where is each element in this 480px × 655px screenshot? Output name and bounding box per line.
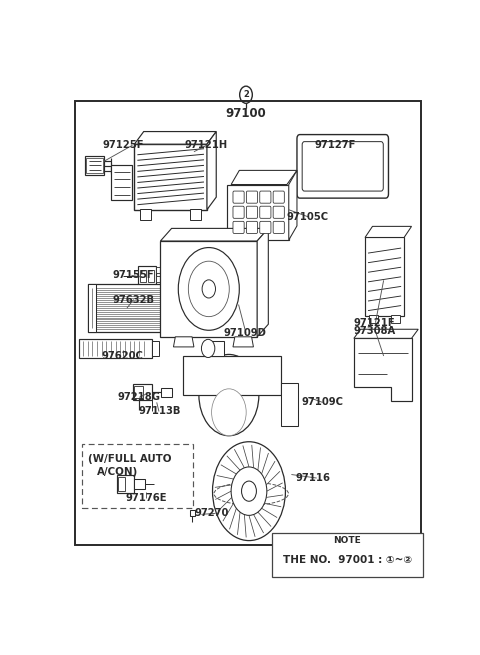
Polygon shape: [231, 170, 297, 185]
Bar: [88, 284, 164, 332]
Bar: [140, 209, 151, 220]
Text: 97308A: 97308A: [354, 326, 396, 336]
Polygon shape: [184, 265, 192, 310]
Bar: [117, 475, 134, 493]
FancyBboxPatch shape: [260, 221, 271, 233]
Polygon shape: [365, 227, 411, 238]
Bar: [160, 241, 257, 337]
Bar: [86, 159, 103, 174]
FancyBboxPatch shape: [246, 206, 258, 218]
Polygon shape: [186, 251, 218, 271]
Bar: [156, 267, 161, 273]
Text: 97620C: 97620C: [102, 351, 144, 361]
FancyBboxPatch shape: [273, 191, 284, 203]
Circle shape: [188, 261, 229, 316]
Text: 97218G: 97218G: [118, 392, 161, 402]
Circle shape: [199, 354, 259, 436]
Polygon shape: [354, 339, 411, 402]
Bar: [134, 479, 145, 489]
Polygon shape: [354, 329, 418, 339]
Polygon shape: [185, 306, 216, 328]
Bar: [75, 102, 421, 545]
Bar: [79, 339, 152, 358]
Circle shape: [231, 467, 267, 515]
FancyBboxPatch shape: [260, 206, 271, 218]
Text: THE NO.  97001 : ①~②: THE NO. 97001 : ①~②: [283, 555, 412, 565]
Bar: [281, 383, 298, 426]
Polygon shape: [289, 170, 297, 240]
Bar: [140, 270, 146, 282]
FancyBboxPatch shape: [233, 191, 244, 203]
Text: 97100: 97100: [226, 107, 266, 121]
Bar: [228, 185, 289, 240]
Circle shape: [178, 248, 240, 330]
Bar: [272, 533, 423, 577]
Text: 97109D: 97109D: [224, 328, 266, 338]
Polygon shape: [134, 132, 216, 144]
Bar: [156, 276, 161, 282]
Bar: [365, 238, 404, 316]
Bar: [134, 144, 207, 210]
Polygon shape: [160, 229, 268, 241]
Text: 97109C: 97109C: [301, 398, 343, 407]
Text: 97270: 97270: [195, 508, 229, 518]
Bar: [369, 314, 378, 323]
FancyBboxPatch shape: [246, 191, 258, 203]
Circle shape: [241, 481, 256, 501]
Text: (W/FULL AUTO: (W/FULL AUTO: [88, 454, 172, 464]
Circle shape: [202, 280, 216, 298]
Text: 97121F: 97121F: [354, 318, 396, 328]
FancyBboxPatch shape: [273, 221, 284, 233]
Bar: [133, 384, 152, 400]
Bar: [148, 270, 155, 282]
Polygon shape: [216, 252, 239, 289]
Text: 2: 2: [243, 90, 249, 100]
Bar: [118, 477, 125, 491]
Polygon shape: [207, 132, 216, 210]
Text: 97121H: 97121H: [185, 140, 228, 150]
FancyBboxPatch shape: [297, 134, 388, 198]
Text: 97105C: 97105C: [287, 212, 329, 222]
Bar: [161, 388, 172, 397]
Text: 97116: 97116: [295, 473, 330, 483]
Text: 97632B: 97632B: [112, 295, 154, 305]
Bar: [183, 356, 281, 395]
Polygon shape: [233, 337, 253, 347]
Polygon shape: [257, 229, 268, 337]
FancyBboxPatch shape: [246, 221, 258, 233]
Text: NOTE: NOTE: [334, 536, 361, 544]
Bar: [391, 314, 400, 323]
Bar: [111, 165, 132, 200]
Bar: [204, 341, 224, 356]
Circle shape: [212, 389, 246, 436]
Bar: [85, 157, 104, 176]
Bar: [152, 341, 158, 356]
Circle shape: [213, 441, 286, 540]
Text: 97125F: 97125F: [103, 140, 144, 150]
FancyBboxPatch shape: [273, 206, 284, 218]
Bar: [138, 266, 156, 286]
Circle shape: [202, 339, 215, 358]
Bar: [88, 284, 96, 332]
Text: 97176E: 97176E: [125, 493, 167, 503]
Bar: [190, 209, 202, 220]
Bar: [134, 386, 143, 398]
FancyBboxPatch shape: [233, 206, 244, 218]
Bar: [82, 443, 193, 508]
FancyBboxPatch shape: [233, 221, 244, 233]
FancyBboxPatch shape: [260, 191, 271, 203]
Text: 97155F: 97155F: [112, 271, 154, 280]
FancyBboxPatch shape: [302, 141, 383, 191]
Polygon shape: [173, 337, 194, 347]
Bar: [190, 510, 195, 516]
Text: 97113B: 97113B: [138, 407, 180, 417]
Polygon shape: [216, 291, 239, 328]
Text: 97127F: 97127F: [315, 140, 356, 150]
Text: A/CON): A/CON): [96, 467, 138, 477]
